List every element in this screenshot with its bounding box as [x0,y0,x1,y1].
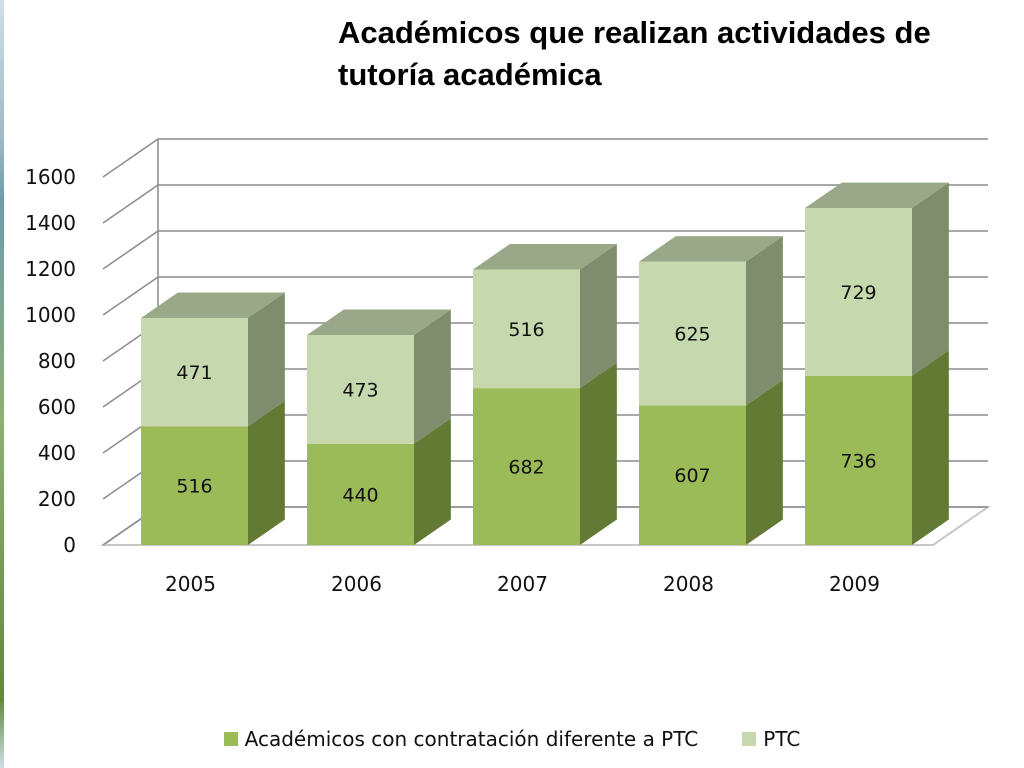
gridline-side-1200 [102,230,159,270]
y-tick-label-1000: 1000 [25,303,76,327]
data-label-2007-series-1: 682 [508,457,544,479]
y-tick-label-1600: 1600 [25,165,76,189]
x-tick-label-2007: 2007 [497,572,548,596]
bar-side-2008-series-2 [746,236,783,406]
bar-side-2009-series-1 [912,350,949,545]
legend-label-series-2: PTC [763,727,801,751]
bar-2009-series-2 [805,208,912,376]
gridline-side-1600 [102,138,159,178]
data-label-2005-series-1: 516 [176,476,212,498]
bar-side-2005-series-2 [248,292,285,427]
bar-2006-series-2 [307,335,414,444]
title-line-1: Académicos que realizan actividades de [338,15,931,50]
data-label-2006-series-2: 473 [342,379,378,401]
x-tick-label-2009: 2009 [829,572,880,596]
bar-2005-series-2 [141,317,248,427]
legend-swatch-series-2 [742,732,757,746]
bar-side-2008-series-1 [746,379,783,545]
chart-title: Académicos que realizan actividades de t… [338,12,1008,96]
y-tick-label-1400: 1400 [25,211,76,235]
gridline-side-1000 [102,276,159,316]
bar-side-2006-series-1 [414,418,451,545]
bar-2007-series-1 [473,388,580,545]
x-tick-label-2008: 2008 [663,572,714,596]
legend-swatch-series-1 [223,732,238,746]
y-tick-label-800: 800 [38,349,76,373]
bar-top-2007 [473,244,617,270]
x-tick-label-2005: 2005 [165,572,216,596]
bar-2007-series-2 [473,269,580,389]
x-tick-label-2006: 2006 [331,572,382,596]
data-label-2008-series-1: 607 [674,465,710,487]
bar-top-2005 [141,292,285,318]
legend-item-series-1: Académicos con contratación diferente a … [223,727,699,751]
y-tick-label-400: 400 [38,441,76,465]
bar-2006-series-1 [307,443,414,545]
left-edge-accent [0,0,4,768]
y-tick-label-1200: 1200 [25,257,76,281]
bar-2009-series-1 [805,375,912,545]
bar-2005-series-1 [141,426,248,545]
bar-top-2006 [307,309,451,336]
y-tick-label-200: 200 [38,487,76,511]
data-label-2005-series-2: 471 [176,362,212,384]
legend-label-series-1: Académicos con contratación diferente a … [244,727,699,751]
data-label-2009-series-1: 736 [840,450,876,472]
bar-side-2006-series-2 [414,309,451,444]
y-tick-label-600: 600 [38,395,76,419]
bar-top-2008 [639,236,783,262]
data-label-2009-series-2: 729 [840,282,876,304]
title-line-2: tutoría académica [338,57,602,92]
bar-2008-series-2 [639,261,746,406]
bar-2008-series-1 [639,405,746,545]
bar-side-2007-series-2 [580,244,617,389]
gridline-side-1400 [102,184,159,224]
bar-side-2009-series-2 [912,182,949,376]
bar-side-2005-series-1 [248,400,285,545]
data-label-2006-series-1: 440 [342,484,378,506]
legend: Académicos con contratación diferente a … [0,727,1024,751]
data-label-2008-series-2: 625 [674,324,710,346]
y-tick-label-0: 0 [63,533,76,557]
stacked-3d-bar-chart: 0 200 400 600 800 1000 1200 1400 1600 516 471 2005 4… [25,138,992,596]
data-label-2007-series-2: 516 [508,319,544,341]
bar-top-2009 [805,182,949,209]
legend-item-series-2: PTC [742,727,800,751]
bar-side-2007-series-1 [580,362,617,545]
